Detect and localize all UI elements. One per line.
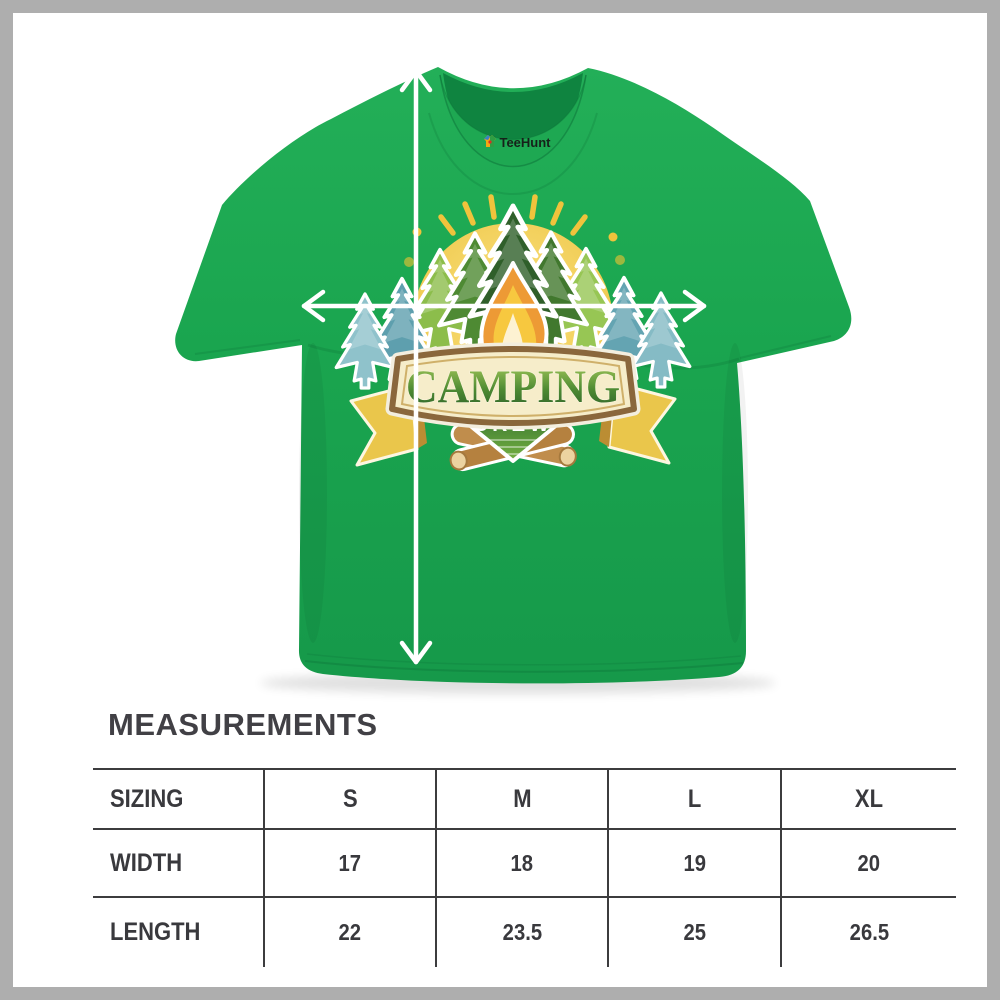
measurements-table: SIZING S M L XL WIDTH 17 18 19 20 LENGTH… (93, 768, 956, 967)
length-m: 23.5 (435, 897, 608, 967)
brand-label-text: TeeHunt (499, 135, 551, 150)
width-s: 17 (263, 829, 436, 898)
table-row-width: WIDTH 17 18 19 20 (93, 829, 956, 898)
row-label-width: WIDTH (93, 829, 264, 898)
sun-rays-icon (438, 194, 588, 236)
header-size-xl: XL (780, 769, 956, 830)
measure-arrows (301, 68, 707, 665)
tshirt-photo: TeeHunt (13, 13, 987, 713)
table-row-length: LENGTH 22 23.5 25 26.5 (93, 897, 956, 967)
width-l: 19 (607, 829, 781, 898)
table-header-row: SIZING S M L XL (93, 769, 956, 830)
tshirt: TeeHunt (175, 67, 852, 684)
section-title: MEASUREMENTS (108, 707, 378, 742)
length-l: 25 (607, 897, 781, 967)
row-label-length: LENGTH (110, 918, 201, 946)
length-s: 22 (263, 897, 436, 967)
camping-signboard: CAMPING (385, 342, 641, 430)
brand-label: TeeHunt (484, 135, 551, 150)
header-size-m: M (435, 769, 608, 830)
length-xl: 26.5 (780, 897, 956, 967)
width-m: 18 (435, 829, 608, 898)
width-xl: 20 (780, 829, 956, 898)
width-arrow-icon (301, 289, 707, 323)
header-size-l: L (607, 769, 781, 830)
header-sizing: SIZING (93, 769, 264, 830)
length-arrow-icon (399, 68, 433, 665)
brand-logo-icon (484, 135, 496, 147)
header-size-s: S (263, 769, 436, 830)
badge-title: CAMPING (406, 361, 620, 413)
collar: TeeHunt (428, 73, 598, 195)
